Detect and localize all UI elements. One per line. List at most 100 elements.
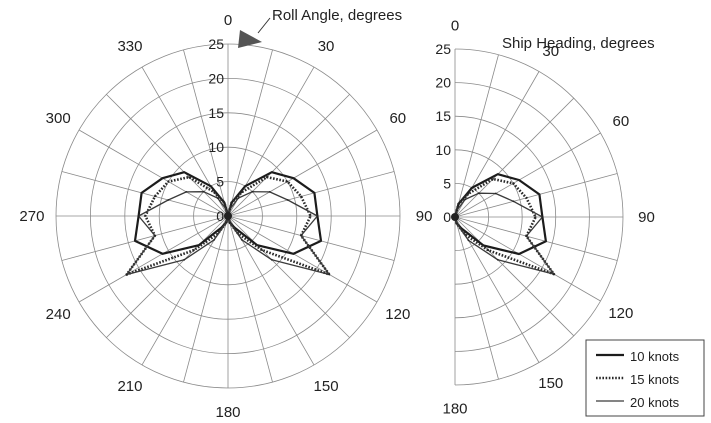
data-point [268, 191, 271, 193]
spoke-300 [78, 129, 229, 217]
spoke-45 [227, 94, 350, 217]
data-point [237, 197, 240, 200]
angle-tick-label: 120 [608, 305, 633, 322]
data-point [228, 221, 231, 224]
data-point [167, 180, 170, 183]
data-point [154, 234, 156, 237]
angle-tick-label: 60 [389, 110, 406, 127]
spoke-45 [454, 97, 575, 218]
data-point [470, 187, 473, 189]
radial-tick-label: 15 [208, 105, 224, 121]
spoke-60 [454, 132, 601, 218]
radial-tick-label: 20 [435, 75, 451, 91]
angle-tick-label: 300 [46, 110, 71, 127]
polar-center-marker [451, 213, 459, 221]
legend-label-20-knots: 20 knots [630, 395, 680, 410]
data-point [525, 235, 528, 238]
angle-tick-label: 60 [613, 113, 630, 130]
data-point [161, 252, 164, 255]
data-point [230, 201, 233, 204]
data-point [270, 171, 273, 174]
radial-tick-label: 5 [443, 175, 451, 191]
angle-tick-label: 30 [318, 38, 335, 55]
data-point [228, 208, 231, 211]
spoke-135 [227, 215, 350, 338]
data-point [487, 249, 490, 252]
data-point [154, 195, 156, 198]
data-point [244, 185, 247, 188]
data-point [292, 177, 295, 180]
angle-tick-label: 30 [542, 43, 559, 60]
data-point [518, 179, 520, 181]
angle-tick-label: 240 [46, 306, 71, 323]
data-point [216, 197, 219, 200]
spoke-75 [454, 173, 618, 218]
spoke-75 [227, 171, 395, 217]
data-point [225, 208, 228, 211]
data-point [455, 209, 458, 212]
data-point [261, 249, 263, 252]
radial-tick-label: 0 [216, 208, 224, 224]
data-point [320, 240, 322, 242]
spoke-255 [61, 215, 229, 261]
angle-tick-label: 180 [215, 404, 240, 421]
angle-tick-label: 270 [19, 208, 44, 225]
data-point [270, 258, 273, 261]
data-point [545, 240, 547, 243]
data-point [140, 192, 143, 194]
spoke-60 [227, 129, 378, 217]
spoke-120 [227, 215, 378, 303]
pointer-triangle-icon [238, 30, 262, 48]
data-point [202, 190, 205, 193]
data-point [137, 215, 140, 217]
data-point [183, 258, 186, 261]
data-point [292, 252, 295, 255]
data-point [286, 180, 289, 183]
data-point [240, 238, 243, 241]
angle-tick-label: 180 [442, 401, 467, 418]
data-point [300, 234, 302, 237]
half-polar-panel: 0 30 60 90 120 150 180 0 5 10 15 20 25 [435, 17, 654, 417]
polar-center-marker [224, 212, 232, 220]
ship-heading-annotation: Ship Heading, degrees [502, 35, 655, 52]
radial-tick-label: 10 [208, 139, 224, 155]
data-point [209, 185, 212, 188]
data-point [477, 192, 480, 195]
radial-tick-label: 10 [435, 142, 451, 158]
angle-tick-label: 150 [314, 378, 339, 395]
data-point [316, 215, 319, 217]
legend-label-15-knots: 15 knots [630, 372, 680, 387]
angle-tick-label: 210 [117, 378, 142, 395]
data-point [518, 253, 520, 255]
data-point [464, 198, 466, 201]
data-point [213, 191, 216, 194]
spoke-105 [454, 216, 618, 261]
data-point [467, 192, 470, 195]
spoke-15 [454, 54, 499, 218]
spoke-225 [106, 215, 229, 338]
data-point [525, 197, 528, 199]
data-point [467, 239, 470, 242]
data-point [144, 215, 147, 217]
data-point [313, 192, 316, 194]
data-point [167, 199, 170, 201]
angle-tick-label: 330 [117, 38, 142, 55]
radial-tick-label: 25 [435, 41, 451, 57]
annotation-leader-line [257, 17, 271, 34]
spoke-285 [61, 171, 229, 217]
full-polar-panel: 0 30 60 90 120 150 180 210 240 270 300 330 0 5 10 15 20 2… [19, 12, 432, 421]
spoke-105 [227, 215, 395, 261]
data-point [553, 273, 555, 275]
legend-label-10-knots: 10 knots [630, 349, 680, 364]
data-point [328, 273, 331, 276]
spoke-345 [183, 49, 229, 217]
data-point [496, 258, 499, 261]
radial-tick-label: 15 [435, 108, 451, 124]
data-point [251, 190, 254, 193]
data-point [225, 221, 228, 224]
spoke-195 [183, 215, 229, 383]
data-point [455, 222, 458, 225]
data-point [300, 195, 302, 198]
legend: 10 knots 15 knots 20 knots [585, 339, 705, 417]
spoke-240 [78, 215, 229, 303]
